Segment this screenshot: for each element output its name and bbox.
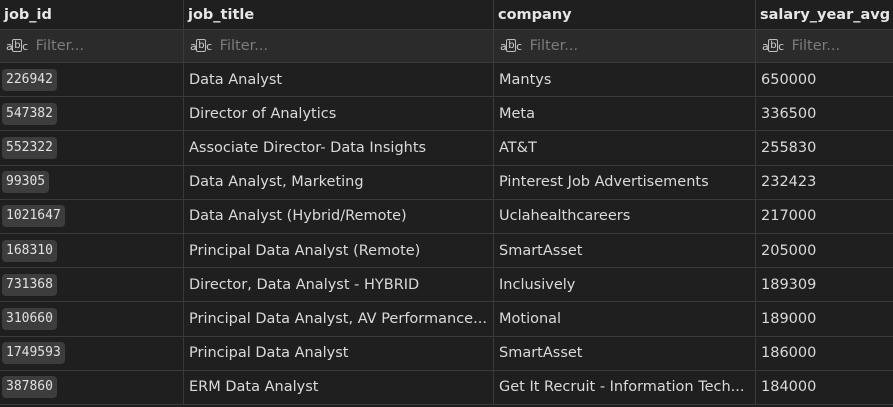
job-title-cell[interactable]: Data Analyst (Hybrid/Remote) [184, 199, 494, 233]
job-id-cell[interactable]: 1749593 [0, 336, 184, 370]
company-cell[interactable]: SmartAsset [494, 233, 756, 268]
company-cell[interactable]: Get It Recruit - Information Tech... [494, 370, 756, 404]
job-title-cell[interactable]: Director, Data Analyst - HYBRID [184, 268, 494, 302]
company-cell[interactable]: Motional [494, 302, 756, 336]
table-row[interactable]: 731368 Director, Data Analyst - HYBRID I… [0, 268, 893, 303]
table-row[interactable]: 99305 Data Analyst, Marketing Pinterest … [0, 165, 893, 200]
salary-cell[interactable]: 205000 [761, 242, 817, 259]
company-cell[interactable]: Meta [494, 97, 756, 131]
table-row[interactable]: 1021647 Data Analyst (Hybrid/Remote) Ucl… [0, 199, 893, 234]
job-id-chip[interactable]: 552322 [2, 136, 57, 159]
filter-input-salary-year-avg[interactable] [791, 38, 882, 54]
table-row[interactable]: 226942 Data Analyst Mantys 650000 [0, 63, 893, 98]
company-cell[interactable]: Pinterest Job Advertisements [494, 165, 756, 199]
company-cell[interactable]: AT&T [494, 131, 756, 165]
job-id-chip[interactable]: 1749593 [2, 342, 65, 365]
job-id-chip[interactable]: 168310 [2, 239, 57, 262]
job-id-cell[interactable]: 731368 [0, 268, 184, 302]
job-title-cell[interactable]: ERM Data Analyst [184, 370, 494, 404]
job-id-cell[interactable]: 547382 [0, 97, 184, 131]
column-header-job-id[interactable]: job_id [0, 0, 184, 29]
column-header-company[interactable]: company [494, 0, 756, 29]
salary-cell[interactable]: 217000 [761, 208, 817, 225]
job-id-chip[interactable]: 226942 [2, 68, 57, 91]
filter-input-job-title[interactable] [219, 38, 400, 54]
salary-cell[interactable]: 189309 [761, 276, 817, 293]
job-id-cell[interactable]: 99305 [0, 165, 184, 199]
company-cell[interactable]: SmartAsset [494, 336, 756, 370]
job-id-chip[interactable]: 99305 [2, 171, 50, 194]
table-row[interactable]: 547382 Director of Analytics Meta 336500 [0, 97, 893, 132]
salary-cell[interactable]: 255830 [761, 139, 817, 156]
table-row[interactable]: 387860 ERM Data Analyst Get It Recruit -… [0, 370, 893, 405]
column-header-job-title[interactable]: job_title [184, 0, 494, 29]
salary-cell[interactable]: 650000 [761, 71, 817, 88]
table-row[interactable]: 168310 Principal Data Analyst (Remote) S… [0, 233, 893, 269]
job-id-chip[interactable]: 731368 [2, 273, 57, 296]
job-id-cell[interactable]: 310660 [0, 302, 184, 336]
company-cell[interactable]: Inclusively [494, 268, 756, 302]
job-title-cell[interactable]: Data Analyst [184, 63, 494, 97]
table-row[interactable]: 552322 Associate Director- Data Insights… [0, 131, 893, 166]
job-id-cell[interactable]: 552322 [0, 131, 184, 165]
job-id-chip[interactable]: 387860 [2, 376, 57, 399]
table-row[interactable]: 310660 Principal Data Analyst, AV Perfor… [0, 302, 893, 337]
header-row: job_id job_title company salary_year_avg [0, 0, 893, 30]
job-id-cell[interactable]: 1021647 [0, 199, 184, 233]
job-id-cell[interactable]: 226942 [0, 63, 184, 97]
company-cell[interactable]: Mantys [494, 63, 756, 97]
filter-row: abc abc abc abc [0, 30, 893, 63]
table-row[interactable]: 1749593 Principal Data Analyst SmartAsse… [0, 336, 893, 371]
column-header-salary-year-avg[interactable]: salary_year_avg [760, 6, 891, 23]
job-title-cell[interactable]: Principal Data Analyst, AV Performance..… [184, 302, 494, 336]
salary-cell[interactable]: 186000 [761, 345, 817, 362]
job-id-chip[interactable]: 547382 [2, 102, 57, 125]
filter-input-company[interactable] [529, 38, 710, 54]
job-title-cell[interactable]: Data Analyst, Marketing [184, 165, 494, 199]
salary-cell[interactable]: 232423 [761, 174, 817, 191]
company-cell[interactable]: Uclahealthcareers [494, 199, 756, 233]
salary-cell[interactable]: 336500 [761, 105, 817, 122]
salary-cell[interactable]: 189000 [761, 310, 817, 327]
job-id-chip[interactable]: 310660 [2, 307, 57, 330]
salary-cell[interactable]: 184000 [761, 379, 817, 396]
job-title-cell[interactable]: Director of Analytics [184, 97, 494, 131]
job-id-chip[interactable]: 1021647 [2, 205, 65, 228]
job-id-cell[interactable]: 168310 [0, 233, 184, 268]
job-id-cell[interactable]: 387860 [0, 370, 184, 404]
job-title-cell[interactable]: Associate Director- Data Insights [184, 131, 494, 165]
job-title-cell[interactable]: Principal Data Analyst [184, 336, 494, 370]
job-title-cell[interactable]: Principal Data Analyst (Remote) [184, 233, 494, 268]
filter-input-job-id[interactable] [35, 38, 183, 54]
